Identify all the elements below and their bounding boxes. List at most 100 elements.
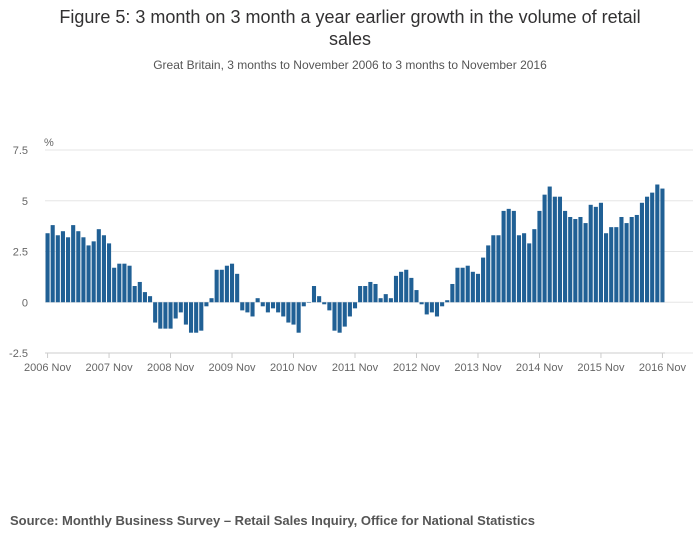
bar [296, 302, 301, 333]
bar [609, 227, 614, 303]
bar [117, 263, 122, 303]
bar [501, 210, 506, 303]
bar [71, 225, 76, 303]
bar [322, 302, 327, 305]
bar [624, 223, 629, 303]
bar [270, 302, 276, 309]
bar [393, 275, 399, 303]
source-note: Source: Monthly Business Survey – Retail… [10, 513, 535, 528]
chart-title: Figure 5: 3 month on 3 month a year earl… [0, 6, 700, 50]
bar [50, 225, 55, 303]
x-tick-label: 2016 Nov [639, 362, 687, 374]
bar [204, 302, 209, 307]
bar [132, 286, 137, 303]
x-tick-label: 2011 Nov [332, 362, 379, 374]
bar [634, 214, 639, 303]
bar [542, 194, 547, 303]
bar [45, 233, 50, 303]
bar [286, 302, 291, 323]
bar [486, 245, 491, 303]
bar [537, 210, 542, 303]
bar [173, 302, 178, 319]
bar [527, 243, 532, 303]
bar [55, 235, 60, 303]
bar [229, 263, 235, 303]
bar [91, 241, 96, 303]
x-tick-label: 2012 Nov [393, 362, 441, 374]
chart-subtitle: Great Britain, 3 months to November 2006… [153, 58, 547, 72]
bar [163, 302, 168, 329]
y-tick-label: 7.5 [13, 145, 28, 157]
bar [178, 302, 183, 313]
bar [112, 267, 117, 303]
bar [429, 302, 434, 313]
bar [434, 302, 440, 317]
bar [383, 294, 388, 303]
bar [450, 283, 455, 303]
bar [465, 265, 470, 303]
bar [373, 283, 378, 303]
bar [419, 302, 424, 305]
bar [194, 302, 199, 333]
bar [86, 245, 91, 303]
bar [342, 302, 347, 327]
bar [101, 235, 106, 303]
bar [188, 302, 194, 333]
bar [306, 302, 311, 303]
x-tick-label: 2015 Nov [577, 362, 625, 374]
bar [276, 302, 281, 313]
bar [332, 302, 337, 331]
bar [378, 298, 383, 303]
bar [183, 302, 188, 325]
y-tick-label: -2.5 [9, 348, 28, 360]
bar [153, 302, 158, 323]
y-axis-label: % [44, 137, 54, 149]
bar [265, 302, 270, 313]
bar [347, 302, 352, 317]
bar [219, 269, 224, 303]
bar [245, 302, 250, 313]
bar [660, 188, 665, 303]
x-tick-label: 2014 Nov [516, 362, 564, 374]
bar [491, 235, 496, 303]
bar [363, 286, 368, 303]
bar [317, 296, 322, 303]
bar [557, 196, 563, 303]
bar [368, 281, 373, 303]
bar [522, 233, 527, 303]
bar [573, 219, 578, 303]
bar [593, 206, 598, 303]
bar [352, 302, 358, 309]
bar [460, 267, 465, 303]
chart-title-line-2: sales [328, 29, 372, 49]
bar [214, 269, 219, 303]
y-tick-label: 0 [22, 297, 28, 309]
bar [532, 229, 537, 303]
bar [81, 237, 86, 303]
bar [301, 302, 306, 307]
bar [127, 265, 132, 303]
bar [583, 223, 588, 303]
bar [209, 298, 214, 303]
bar [547, 186, 552, 303]
bar [614, 227, 619, 303]
bar [137, 281, 142, 303]
bar [142, 292, 147, 303]
bar [424, 302, 429, 315]
bar [598, 202, 603, 303]
x-tick-label: 2007 Nov [86, 362, 134, 374]
bar [399, 271, 404, 303]
bar [568, 216, 573, 303]
bar [327, 302, 332, 311]
bar [516, 235, 522, 303]
bar [96, 229, 101, 303]
bar [506, 208, 511, 303]
bar [650, 192, 655, 303]
bar [404, 269, 409, 303]
bar [578, 216, 583, 303]
bar [224, 265, 229, 303]
bar [122, 263, 127, 303]
bar [604, 233, 609, 303]
bar [199, 302, 204, 331]
x-tick-label: 2006 Nov [24, 362, 72, 374]
